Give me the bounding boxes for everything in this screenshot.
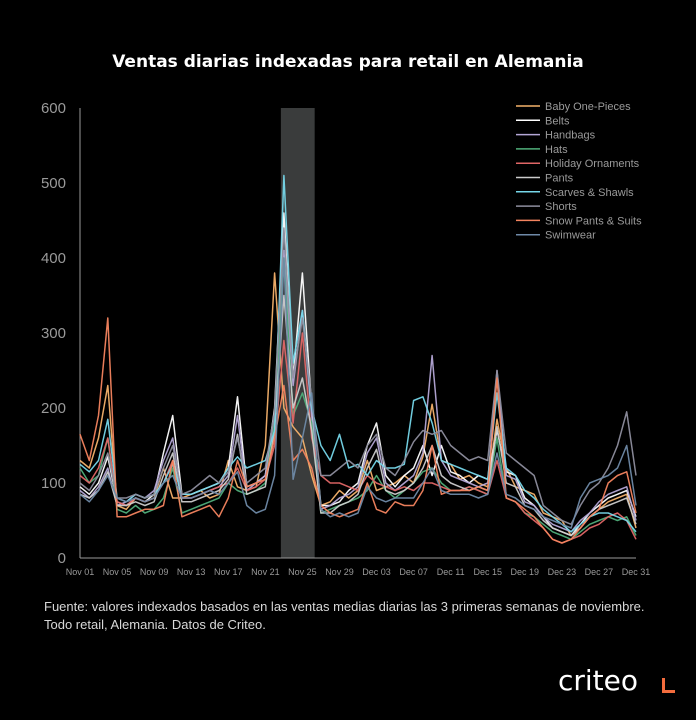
x-tick-label: Nov 29	[325, 567, 354, 577]
series-line-7	[79, 227, 637, 526]
legend: Baby One-Pieces Belts Handbags Hats Holiday …	[516, 101, 642, 242]
x-tick-label: Nov 17	[214, 567, 243, 577]
x-tick-label: Dec 31	[622, 567, 651, 577]
legend-label: Belts	[545, 115, 570, 127]
x-tick-label: Nov 01	[66, 567, 95, 577]
y-tick-label: 600	[41, 100, 66, 117]
x-tick-label: Nov 05	[103, 567, 132, 577]
series-layer	[79, 174, 637, 544]
x-tick-label: Dec 03	[362, 567, 391, 577]
chart-title: Ventas diarias indexadas para retail en …	[112, 52, 584, 72]
logo-mark-icon	[662, 678, 675, 693]
y-tick-label: 400	[41, 250, 66, 267]
legend-label: Handbags	[545, 130, 596, 142]
legend-label: Swimwear	[545, 230, 596, 242]
x-tick-label: Dec 07	[399, 567, 428, 577]
axes: 0 100 200 300 400 500 600 Nov 01 Nov 05 Nov 09 Nov…	[41, 100, 650, 577]
legend-label: Pants	[545, 173, 574, 185]
y-tick-label: 300	[41, 325, 66, 342]
legend-label: Snow Pants & Suits	[545, 215, 642, 227]
footnote: Fuente: valores indexados basados en las…	[44, 599, 645, 632]
x-tick-label: Nov 09	[140, 567, 169, 577]
legend-label: Scarves & Shawls	[545, 187, 634, 199]
y-tick-label: 100	[41, 475, 66, 492]
legend-label: Baby One-Pieces	[545, 101, 631, 113]
legend-label: Hats	[545, 144, 568, 156]
criteo-logo: criteo	[558, 664, 675, 697]
y-tick-label: 0	[58, 550, 66, 567]
x-tick-label: Nov 25	[288, 567, 317, 577]
x-tick-label: Nov 21	[251, 567, 280, 577]
x-tick-label: Dec 19	[511, 567, 540, 577]
x-tick-label: Dec 23	[548, 567, 577, 577]
legend-label: Holiday Ornaments	[545, 158, 640, 170]
x-tick-label: Dec 27	[585, 567, 614, 577]
series-line-5	[79, 294, 637, 537]
series-line-9	[79, 257, 637, 529]
series-line-8	[79, 317, 637, 544]
series-line-3	[79, 257, 637, 541]
x-tick-label: Dec 11	[437, 567, 465, 577]
y-tick-label: 200	[41, 400, 66, 417]
x-tick-label: Dec 15	[473, 567, 502, 577]
x-tick-label: Nov 13	[177, 567, 206, 577]
logo-text: criteo	[558, 664, 639, 697]
legend-label: Shorts	[545, 201, 577, 213]
y-tick-label: 500	[41, 175, 66, 192]
